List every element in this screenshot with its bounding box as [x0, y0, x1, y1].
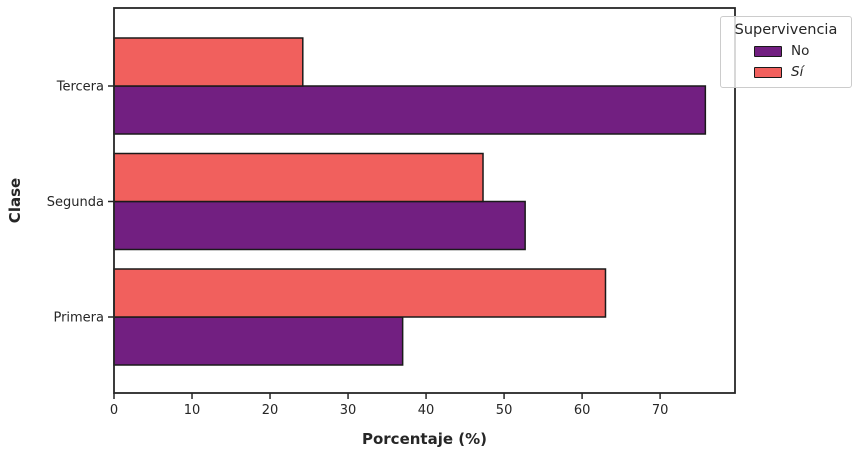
x-tick-label: 20 — [262, 403, 279, 418]
x-tick-label: 30 — [340, 403, 357, 418]
legend-label-No: No — [791, 43, 810, 59]
x-tick-label: 0 — [110, 403, 118, 418]
bar-Primera-No — [113, 316, 404, 366]
legend-items: No Sí — [754, 43, 845, 80]
legend-swatch-Sí — [754, 66, 782, 78]
bar-Primera-Sí — [113, 268, 607, 318]
bar-Segunda-Sí — [113, 152, 484, 203]
axes-spines — [113, 7, 736, 394]
legend-label-Sí: Sí — [791, 64, 804, 80]
y-tick-label-Primera: Primera — [53, 311, 104, 326]
y-axis-label: Clase — [6, 178, 24, 223]
x-tick-label: 40 — [418, 403, 435, 418]
bar-Tercera-Sí — [113, 37, 304, 87]
legend-swatch-No — [754, 45, 782, 57]
y-tick-label-Tercera: Tercera — [56, 80, 104, 95]
legend-title: Supervivencia — [734, 22, 838, 38]
x-tick-label: 10 — [184, 403, 201, 418]
x-tick-label: 70 — [652, 403, 669, 418]
y-tick-label-Segunda: Segunda — [47, 195, 104, 210]
x-axis-label: Porcentaje (%) — [362, 430, 487, 448]
bar-Segunda-No — [113, 200, 526, 251]
x-tick-label: 50 — [496, 403, 513, 418]
bar-Tercera-No — [113, 85, 707, 135]
legend-item-No: No — [754, 43, 809, 59]
x-tick-label: 60 — [574, 403, 591, 418]
legend: Supervivencia No Sí — [720, 16, 852, 88]
legend-item-Sí: Sí — [754, 64, 803, 80]
